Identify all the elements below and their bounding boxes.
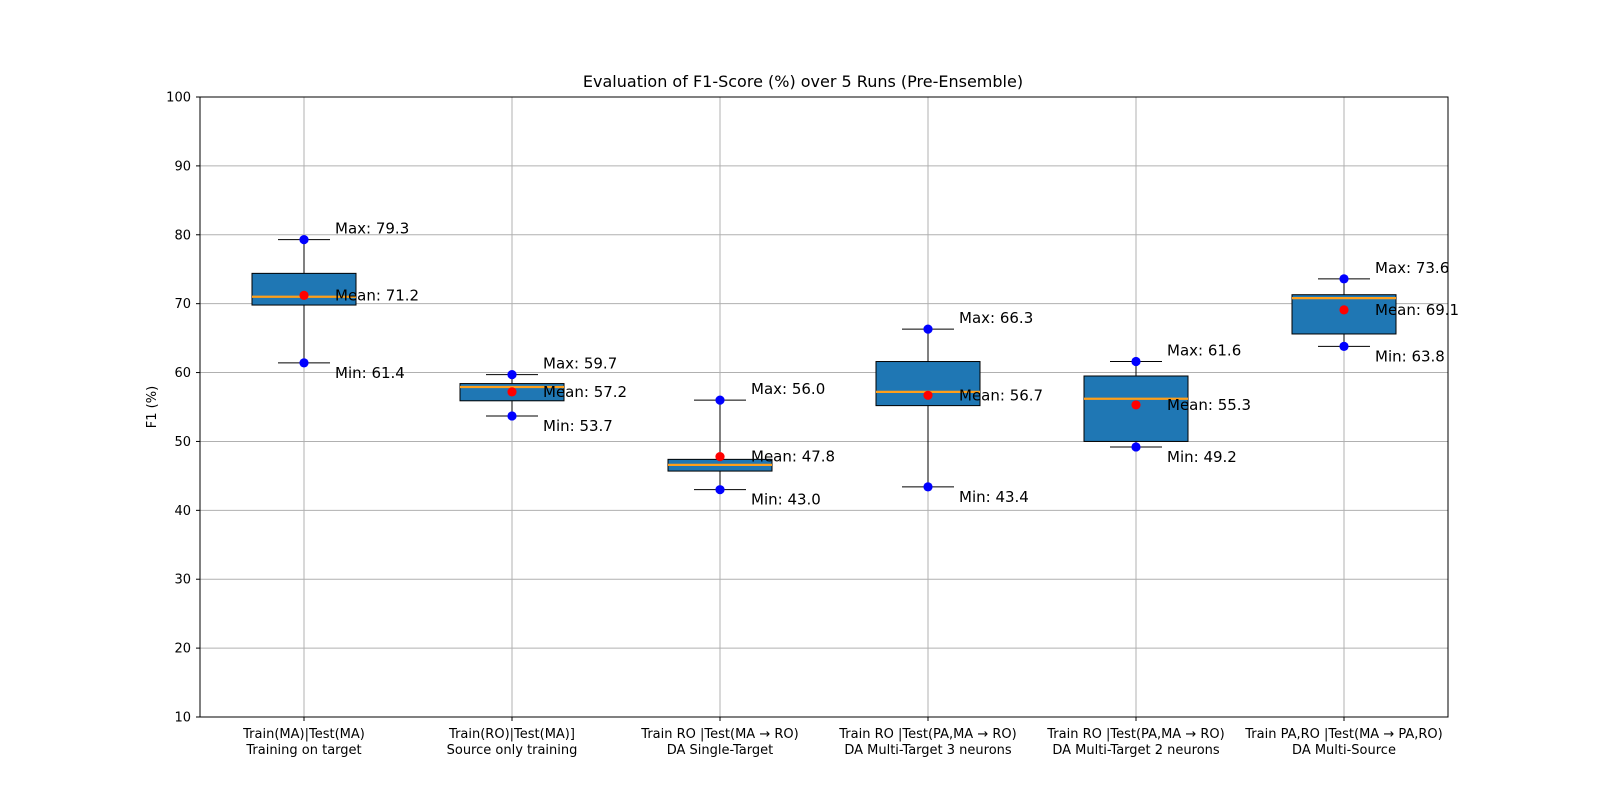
- x-tick-label-line2: DA Multi-Target 2 neurons: [1052, 743, 1220, 758]
- mean-point: [923, 390, 933, 400]
- box-group: Max: 59.7 Mean: 57.2 Min: 53.7: [459, 355, 627, 435]
- y-tick-label: 100: [166, 91, 191, 106]
- x-tick-label-line2: DA Multi-Source: [1292, 743, 1396, 758]
- max-label: Max: 61.6: [1167, 342, 1241, 360]
- min-point: [715, 485, 725, 495]
- min-label: Min: 43.0: [751, 491, 821, 509]
- min-label: Min: 61.4: [335, 364, 405, 382]
- min-point: [299, 358, 309, 368]
- mean-point: [299, 290, 309, 300]
- box-plots: Max: 79.3 Mean: 71.2 Min: 61.4 Max: 59.7 Mea…: [251, 220, 1459, 509]
- mean-label: Mean: 47.8: [751, 448, 835, 466]
- y-tick-label: 20: [174, 642, 191, 657]
- min-label: Min: 49.2: [1167, 448, 1237, 466]
- mean-label: Mean: 69.1: [1375, 301, 1459, 319]
- min-point: [507, 411, 517, 421]
- x-tick-label-line2: Training on target: [245, 743, 361, 758]
- min-point: [1131, 442, 1141, 452]
- y-tick-label: 70: [174, 297, 191, 312]
- box-group: Max: 73.6 Mean: 69.1 Min: 63.8: [1291, 259, 1459, 365]
- mean-label: Mean: 71.2: [335, 286, 419, 304]
- min-point: [923, 482, 933, 492]
- plot-frame: [199, 96, 1449, 718]
- max-point: [299, 235, 309, 245]
- x-tick-label-line2: DA Single-Target: [667, 743, 774, 758]
- x-tick-label-line1: Train RO |Test(MA → RO): [640, 727, 798, 742]
- y-axis-ticks: 10 20 30 40 50 60 70 80 90 100: [166, 91, 200, 726]
- max-point: [1339, 274, 1349, 284]
- mean-label: Mean: 56.7: [959, 386, 1043, 404]
- mean-point: [715, 452, 725, 462]
- box-group: Max: 56.0 Mean: 47.8 Min: 43.0: [667, 380, 835, 509]
- x-tick-label-line1: Train RO |Test(PA,MA → RO): [838, 727, 1016, 742]
- box-iqr: [1083, 375, 1189, 442]
- max-point: [507, 370, 517, 380]
- y-tick-label: 90: [174, 159, 191, 174]
- min-point: [1339, 341, 1349, 351]
- x-tick-label-line1: Train(MA)|Test(MA): [242, 727, 365, 742]
- max-label: Max: 79.3: [335, 220, 409, 238]
- x-tick-label-line1: Train RO |Test(PA,MA → RO): [1046, 727, 1224, 742]
- min-label: Min: 53.7: [543, 417, 613, 435]
- max-label: Max: 59.7: [543, 355, 617, 373]
- mean-label: Mean: 57.2: [543, 383, 627, 401]
- y-tick-label: 80: [174, 228, 191, 243]
- max-label: Max: 56.0: [751, 380, 825, 398]
- mean-point: [1339, 305, 1349, 315]
- max-label: Max: 66.3: [959, 309, 1033, 327]
- min-label: Min: 43.4: [959, 488, 1029, 506]
- box-group: Max: 79.3 Mean: 71.2 Min: 61.4: [251, 220, 419, 382]
- chart-title: Evaluation of F1-Score (%) over 5 Runs (…: [583, 72, 1023, 91]
- box-group: Max: 61.6 Mean: 55.3 Min: 49.2: [1083, 342, 1251, 466]
- y-tick-label: 40: [174, 504, 191, 519]
- y-tick-label: 30: [174, 573, 191, 588]
- max-point: [1131, 356, 1141, 367]
- mean-label: Mean: 55.3: [1167, 396, 1251, 414]
- y-tick-label: 60: [174, 366, 191, 381]
- x-tick-label-line2: Source only training: [447, 743, 578, 758]
- min-label: Min: 63.8: [1375, 347, 1445, 365]
- x-axis-ticks: Train(MA)|Test(MA)Training on target Trai…: [242, 717, 1443, 758]
- box-group: Max: 66.3 Mean: 56.7 Min: 43.4: [875, 309, 1043, 506]
- x-tick-label-line1: Train(RO)|Test(MA)]: [448, 727, 575, 742]
- mean-point: [507, 387, 517, 397]
- y-tick-label: 10: [174, 711, 191, 726]
- mean-point: [1131, 400, 1141, 410]
- y-axis-label: F1 (%): [145, 386, 160, 428]
- max-label: Max: 73.6: [1375, 259, 1449, 277]
- max-point: [923, 324, 933, 334]
- max-point: [715, 395, 725, 405]
- x-tick-label-line2: DA Multi-Target 3 neurons: [844, 743, 1012, 758]
- y-tick-label: 50: [174, 435, 191, 450]
- x-tick-label-line1: Train PA,RO |Test(MA → PA,RO): [1244, 727, 1442, 742]
